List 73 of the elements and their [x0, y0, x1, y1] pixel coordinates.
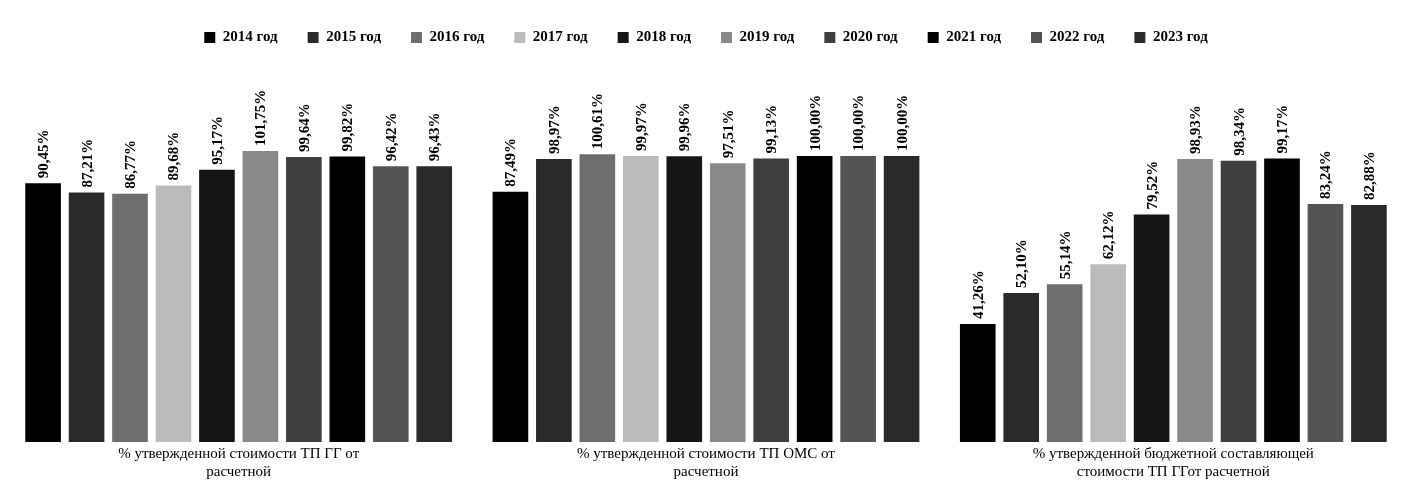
- data-label: 87,21%: [78, 138, 95, 188]
- data-label: 100,00%: [849, 94, 866, 152]
- data-label: 98,93%: [1186, 105, 1203, 155]
- data-label: 96,42%: [382, 112, 399, 162]
- legend-label: 2015 год: [326, 28, 382, 45]
- legend-label: 2023 год: [1152, 28, 1209, 45]
- data-label: 83,24%: [1316, 150, 1333, 199]
- data-label: 82,88%: [1360, 151, 1377, 200]
- bar: [753, 158, 790, 442]
- legend-label: 2017 год: [532, 28, 589, 45]
- legend-label: 2014 год: [222, 28, 279, 45]
- legend-label: 2021 год: [946, 28, 1002, 45]
- bar: [536, 158, 572, 442]
- legend-label: 2019 год: [739, 28, 795, 45]
- data-label: 79,52%: [1143, 160, 1160, 210]
- bar: [622, 156, 659, 442]
- x-tick-label: % утвержденной стоимости ТП ГГ от расчетной: [118, 444, 360, 479]
- data-label: 96,43%: [425, 112, 442, 162]
- bar: [286, 157, 322, 442]
- data-label: 86,77%: [121, 140, 138, 189]
- data-label: 95,17%: [208, 116, 225, 165]
- data-label: 89,68%: [164, 131, 181, 181]
- bar: [112, 193, 148, 442]
- data-label: 87,49%: [501, 138, 518, 187]
- data-label: 101,75%: [251, 89, 268, 147]
- x-tick-label: % утвержденной стоимости ТП ОМС от расчетной: [577, 444, 836, 479]
- data-label: 99,64%: [295, 103, 312, 153]
- legend-label: 2016 год: [429, 28, 485, 45]
- data-label: 99,82%: [338, 102, 355, 152]
- data-label: 97,51%: [719, 109, 736, 159]
- data-label: 55,14%: [1056, 230, 1073, 280]
- bar: [1003, 293, 1040, 442]
- bar: [25, 183, 61, 442]
- data-label: 98,97%: [545, 105, 562, 154]
- x-tick-label: % утвержденной бюджетной составляющей стоимости ТП ГГот расчетной: [1032, 444, 1314, 479]
- bar: [1220, 160, 1257, 442]
- bar: [68, 192, 105, 442]
- bar: [709, 163, 746, 442]
- bar: [959, 324, 996, 442]
- bar: [1307, 203, 1344, 442]
- bar: [1264, 158, 1300, 442]
- bar: [840, 156, 876, 442]
- bar: [1351, 204, 1387, 442]
- data-label: 90,45%: [34, 129, 51, 179]
- legend-label: 2022 год: [1049, 28, 1105, 45]
- bar: [242, 151, 279, 442]
- legend-label: 2018 год: [636, 28, 692, 45]
- bar: [796, 156, 833, 442]
- data-label: 62,12%: [1099, 210, 1116, 260]
- bar: [155, 185, 192, 442]
- legend-label: 2020 год: [842, 28, 899, 45]
- data-label: 100,00%: [806, 94, 823, 152]
- bar: [1090, 264, 1126, 442]
- bar: [1133, 214, 1170, 442]
- bar: [579, 154, 616, 442]
- data-label: 99,97%: [632, 102, 649, 152]
- bar: [372, 166, 409, 442]
- bar: [883, 156, 920, 442]
- data-label: 100,61%: [588, 93, 605, 150]
- data-label: 52,10%: [1012, 239, 1029, 289]
- bar: [666, 156, 703, 442]
- data-label: 98,34%: [1230, 107, 1247, 156]
- bar: [1177, 159, 1213, 442]
- data-label: 100,00%: [893, 94, 910, 152]
- bar: [1046, 284, 1083, 442]
- data-label: 99,13%: [762, 104, 779, 154]
- data-label: 99,96%: [675, 102, 692, 152]
- bar: [416, 166, 453, 442]
- bar: [199, 169, 235, 442]
- bar: [329, 156, 366, 442]
- data-label: 41,26%: [969, 270, 986, 320]
- data-label: 99,17%: [1273, 104, 1290, 154]
- bar: [492, 191, 529, 442]
